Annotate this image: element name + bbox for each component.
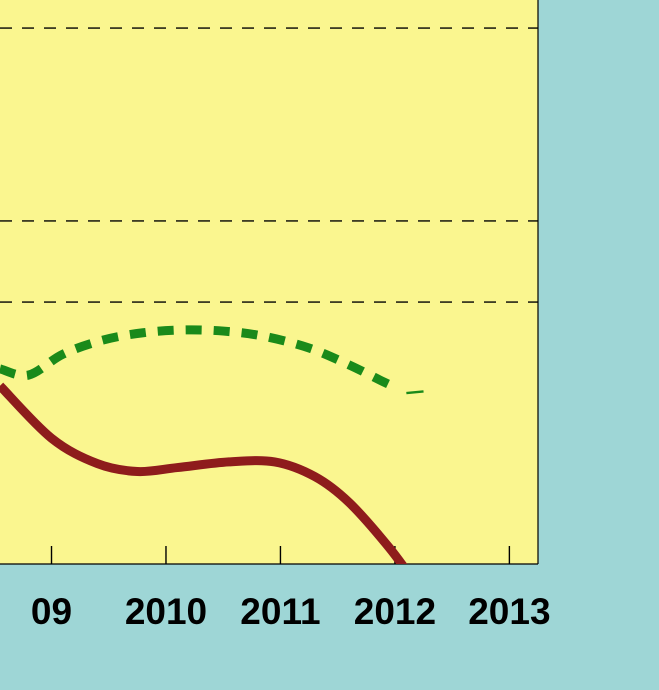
x-tick-label: 2013	[468, 591, 550, 632]
x-tick-label: 2011	[240, 591, 320, 632]
x-tick-label: 09	[31, 591, 72, 632]
series-green-tail	[406, 391, 423, 393]
x-tick-label: 2010	[125, 591, 207, 632]
chart-container: 09 2010 2011 2012 2013	[0, 0, 659, 690]
plot-area	[0, 0, 538, 564]
x-tick-label: 2012	[354, 591, 436, 632]
line-chart: 09 2010 2011 2012 2013	[0, 0, 659, 690]
